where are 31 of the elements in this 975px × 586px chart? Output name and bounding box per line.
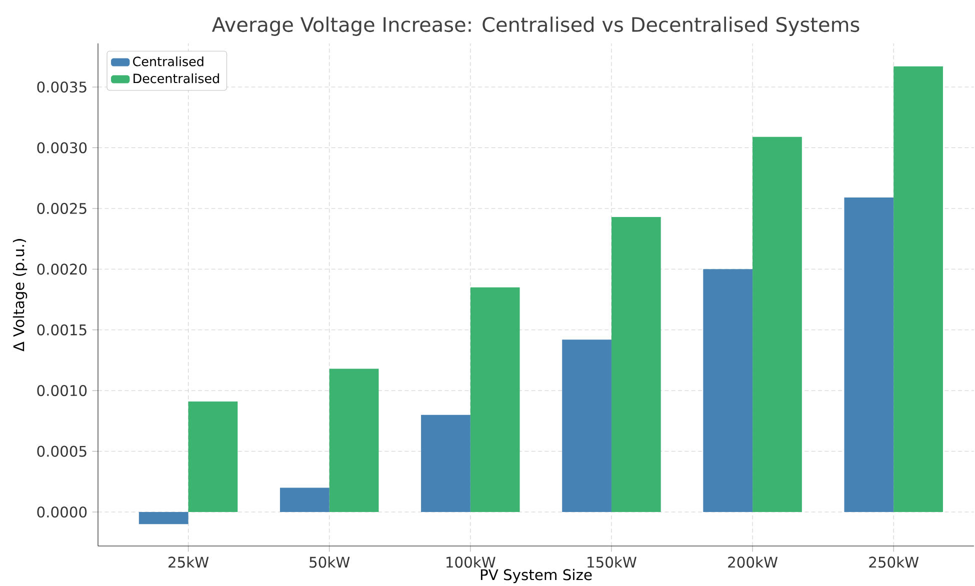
y-tick-label: 0.0000: [37, 506, 87, 518]
x-tick-label: 250kW: [869, 556, 919, 568]
y-tick-label: 0.0005: [37, 446, 86, 457]
y-tick-label: 0.0030: [37, 142, 87, 154]
x-tick-label: 25kW: [168, 556, 209, 568]
bar: [562, 340, 612, 512]
x-axis-title: PV System Size: [480, 568, 592, 584]
x-tick-label: 150kW: [588, 556, 636, 568]
bar: [894, 66, 943, 512]
bar: [470, 287, 520, 512]
y-tick-label: 0.0020: [37, 264, 87, 275]
x-tick-label: 50kW: [310, 556, 350, 568]
y-tick-label: 0.0010: [37, 385, 87, 396]
bar: [703, 269, 753, 512]
legend-label: Decentralised: [134, 73, 219, 84]
legend-label: Centralised: [133, 56, 204, 66]
y-axis-title: Δ Voltage (p.u.): [12, 239, 28, 352]
bar: [421, 414, 470, 512]
y-tick-label: 0.0025: [37, 202, 86, 214]
y-tick-label: 0.0035: [37, 82, 86, 93]
x-tick-label: 200kW: [728, 556, 778, 568]
bar: [138, 512, 188, 524]
bar: [611, 216, 661, 512]
y-tick-label: 0.0015: [37, 324, 86, 336]
chart-title: Average Voltage Increase: Centralised vs Decentralised Systems: [212, 16, 860, 36]
bar: [752, 136, 802, 512]
bar: [188, 402, 238, 512]
bar: [844, 198, 894, 512]
x-tick-label: 100kW: [446, 556, 496, 568]
bar: [329, 368, 379, 512]
bar: [280, 488, 330, 512]
